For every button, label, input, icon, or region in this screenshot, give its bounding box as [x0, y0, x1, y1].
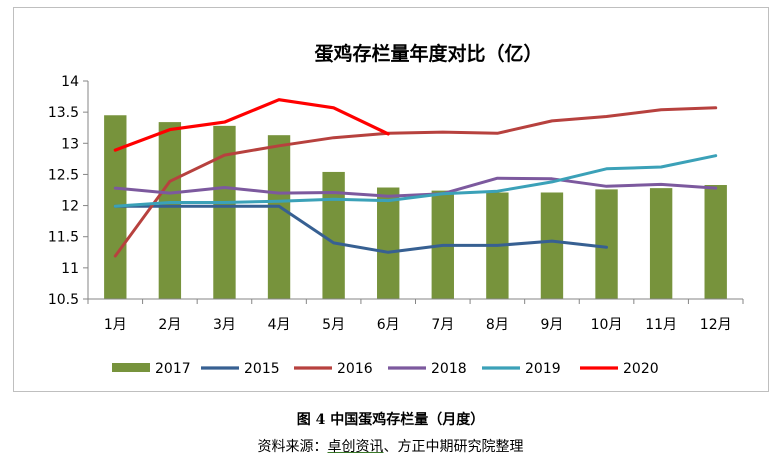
- chart-svg: 蛋鸡存栏量年度对比（亿） 10.5 11 11.5 12 12.5 13 13.5 14 1月 2月…: [48, 42, 744, 377]
- x-tick-label: 10月: [591, 317, 623, 333]
- x-tick-label: 3月: [213, 317, 236, 333]
- bar-2017-11月: [649, 188, 673, 299]
- bar-2017-10月: [595, 189, 618, 299]
- x-tick-label: 1月: [104, 317, 127, 333]
- legend-label-2018: 2018: [431, 361, 467, 377]
- bar-2017-2月: [158, 122, 182, 299]
- y-tick-label: 11.5: [48, 230, 79, 246]
- bar-2017-3月: [213, 125, 236, 300]
- y-tick-label: 10.5: [48, 292, 79, 308]
- x-tick-label: 6月: [377, 317, 400, 333]
- x-tick-label: 9月: [540, 317, 563, 333]
- series-line-2018: [113, 176, 718, 198]
- x-tick-label: 5月: [322, 317, 345, 333]
- source-line: 资料来源：卓创资讯、方正中期研究院整理: [0, 436, 781, 456]
- figure-caption: 图 4 中国蛋鸡存栏量（月度）: [296, 412, 485, 428]
- source-suffix: 、方正中期研究院整理: [383, 439, 524, 455]
- chart-frame: 蛋鸡存栏量年度对比（亿） 10.5 11 11.5 12 12.5 13 13.5 14 1月 2月…: [13, 7, 769, 392]
- y-tick-label: 13: [61, 136, 79, 152]
- x-tick-label: 4月: [268, 317, 291, 333]
- bar-2017-5月: [322, 171, 345, 299]
- source-prefix: 资料来源：: [257, 439, 328, 455]
- legend-swatch-2017: [112, 363, 150, 372]
- legend-label-2017: 2017: [155, 361, 191, 377]
- x-tick-label: 12月: [700, 317, 732, 333]
- bar-2017-9月: [540, 192, 564, 299]
- legend-label-2019: 2019: [525, 361, 561, 377]
- legend-label-2016: 2016: [337, 361, 373, 377]
- chart-title: 蛋鸡存栏量年度对比（亿）: [314, 42, 542, 65]
- x-tick-label: 11月: [645, 317, 677, 333]
- source-underlined: 卓创资讯: [327, 439, 384, 455]
- bar-2017-6月: [377, 187, 400, 299]
- y-tick-label: 12: [61, 199, 79, 215]
- y-tick-label: 11: [61, 261, 79, 277]
- series-line-2016: [113, 106, 718, 258]
- series-line-2020: [113, 98, 390, 152]
- bar-2017-4月: [267, 135, 291, 299]
- legend-label-2015: 2015: [244, 361, 280, 377]
- bar-2017-12月: [704, 185, 727, 299]
- series-line-2019: [113, 154, 718, 208]
- series-line-2015: [113, 204, 608, 254]
- x-tick-label: 2月: [158, 317, 181, 333]
- x-tick-label: 7月: [431, 317, 454, 333]
- y-tick-label: 13.5: [48, 105, 79, 121]
- x-tick-label: 8月: [486, 317, 509, 333]
- legend-label-2020: 2020: [623, 361, 659, 377]
- y-tick-label: 12.5: [48, 167, 79, 183]
- y-tick-label: 14: [61, 74, 79, 90]
